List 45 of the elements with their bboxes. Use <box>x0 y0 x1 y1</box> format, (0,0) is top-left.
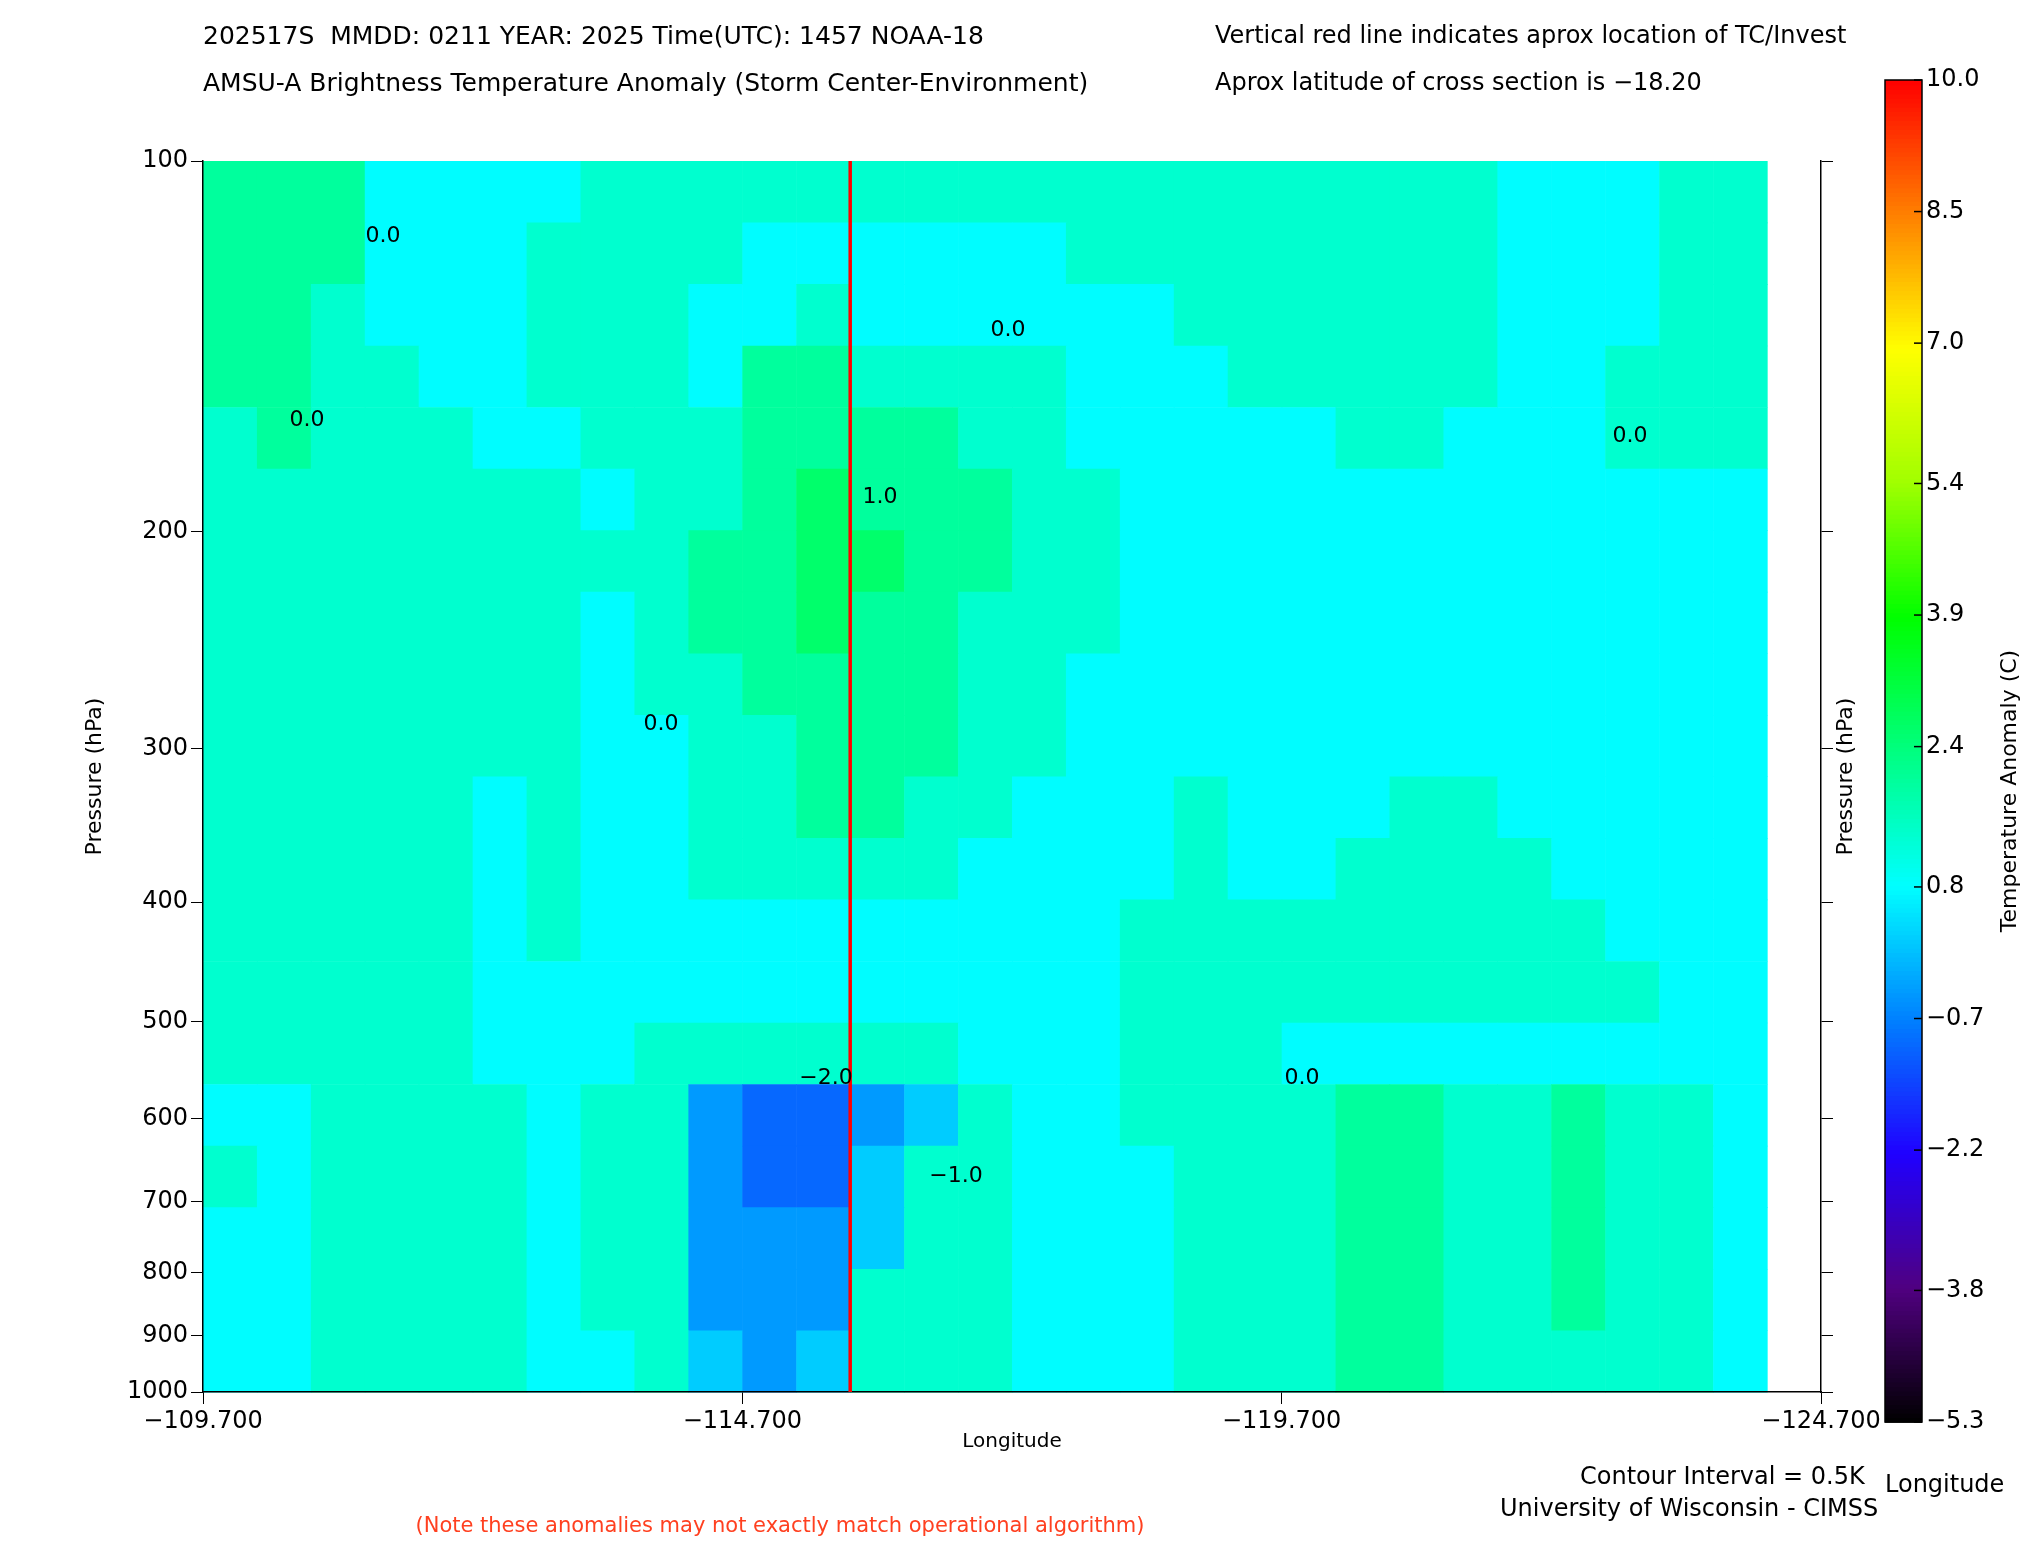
x-axis-title: Longitude <box>962 1428 1062 1453</box>
text: Contour Interval = 0.5K <box>1580 1462 1866 1491</box>
y-tick-label: 600 <box>142 1103 188 1132</box>
x-tick-label: −109.700 <box>143 1405 263 1434</box>
y-tick-label: 300 <box>142 732 188 761</box>
y2-axis-title: Pressure (hPa) <box>1831 697 1857 856</box>
color-bar-label: −2.2 <box>1926 1134 1985 1163</box>
text: Aprox latitude of cross section is −18.20 <box>1215 68 1702 97</box>
y-tick-label: 800 <box>142 1256 188 1285</box>
x-tick-label: −124.700 <box>1761 1405 1881 1434</box>
color-bar-label: 3.9 <box>1926 599 1965 628</box>
color-bar-label: 7.0 <box>1926 327 1965 356</box>
color-bar-label: 0.8 <box>1926 871 1965 900</box>
chart-title: 202517S MMDD: 0211 YEAR: 2025 Time(UTC): 1457 NOAA-18 <box>203 20 984 50</box>
annotation: 0.0 <box>1284 1063 1320 1089</box>
y-tick-label: 500 <box>142 1005 188 1034</box>
text: (Note these anomalies may not exactly match operational algorithm) <box>415 1513 1145 1538</box>
color-bar-label: −5.3 <box>1926 1406 1985 1435</box>
color-bar-label: 2.4 <box>1926 730 1965 759</box>
annotation: 0.0 <box>643 709 679 735</box>
annotation: 0.0 <box>1612 421 1648 447</box>
color-bar-label: 8.5 <box>1926 195 1965 224</box>
color-bar-label: 5.4 <box>1926 467 1965 496</box>
y-tick-label: 1000 <box>126 1376 188 1405</box>
color-bar-label: −0.7 <box>1926 1002 1985 1031</box>
y-tick-label: 900 <box>142 1319 188 1348</box>
chart-subtitle: AMSU-A Brightness Temperature Anomaly (Storm Center-Environment) <box>203 67 1089 97</box>
y-tick-label: 700 <box>142 1185 188 1214</box>
text: Longitude <box>1885 1470 2005 1499</box>
x-tick-label: −114.700 <box>682 1405 803 1434</box>
annotation: 0.0 <box>365 221 401 247</box>
y-tick-label: 100 <box>142 145 188 174</box>
y-tick-label: 200 <box>142 515 188 544</box>
text: University of Wisconsin - CIMSS <box>1500 1494 1879 1523</box>
color-bar-label: −3.8 <box>1926 1274 1985 1303</box>
color-bar-title: Temperature Anomaly (C) <box>1995 649 2021 934</box>
text: Vertical red line indicates aprox location of TC/Invest <box>1215 21 1847 50</box>
annotation: 0.0 <box>990 315 1026 341</box>
annotation: 0.0 <box>289 405 325 431</box>
annotation: −1.0 <box>929 1161 983 1187</box>
x-tick-label: −119.700 <box>1221 1405 1342 1434</box>
y-axis-title: Pressure (hPa) <box>80 697 106 856</box>
y-tick-label: 400 <box>142 886 188 915</box>
color-bar-label: 10.0 <box>1926 64 1980 93</box>
annotation: 1.0 <box>862 482 898 508</box>
